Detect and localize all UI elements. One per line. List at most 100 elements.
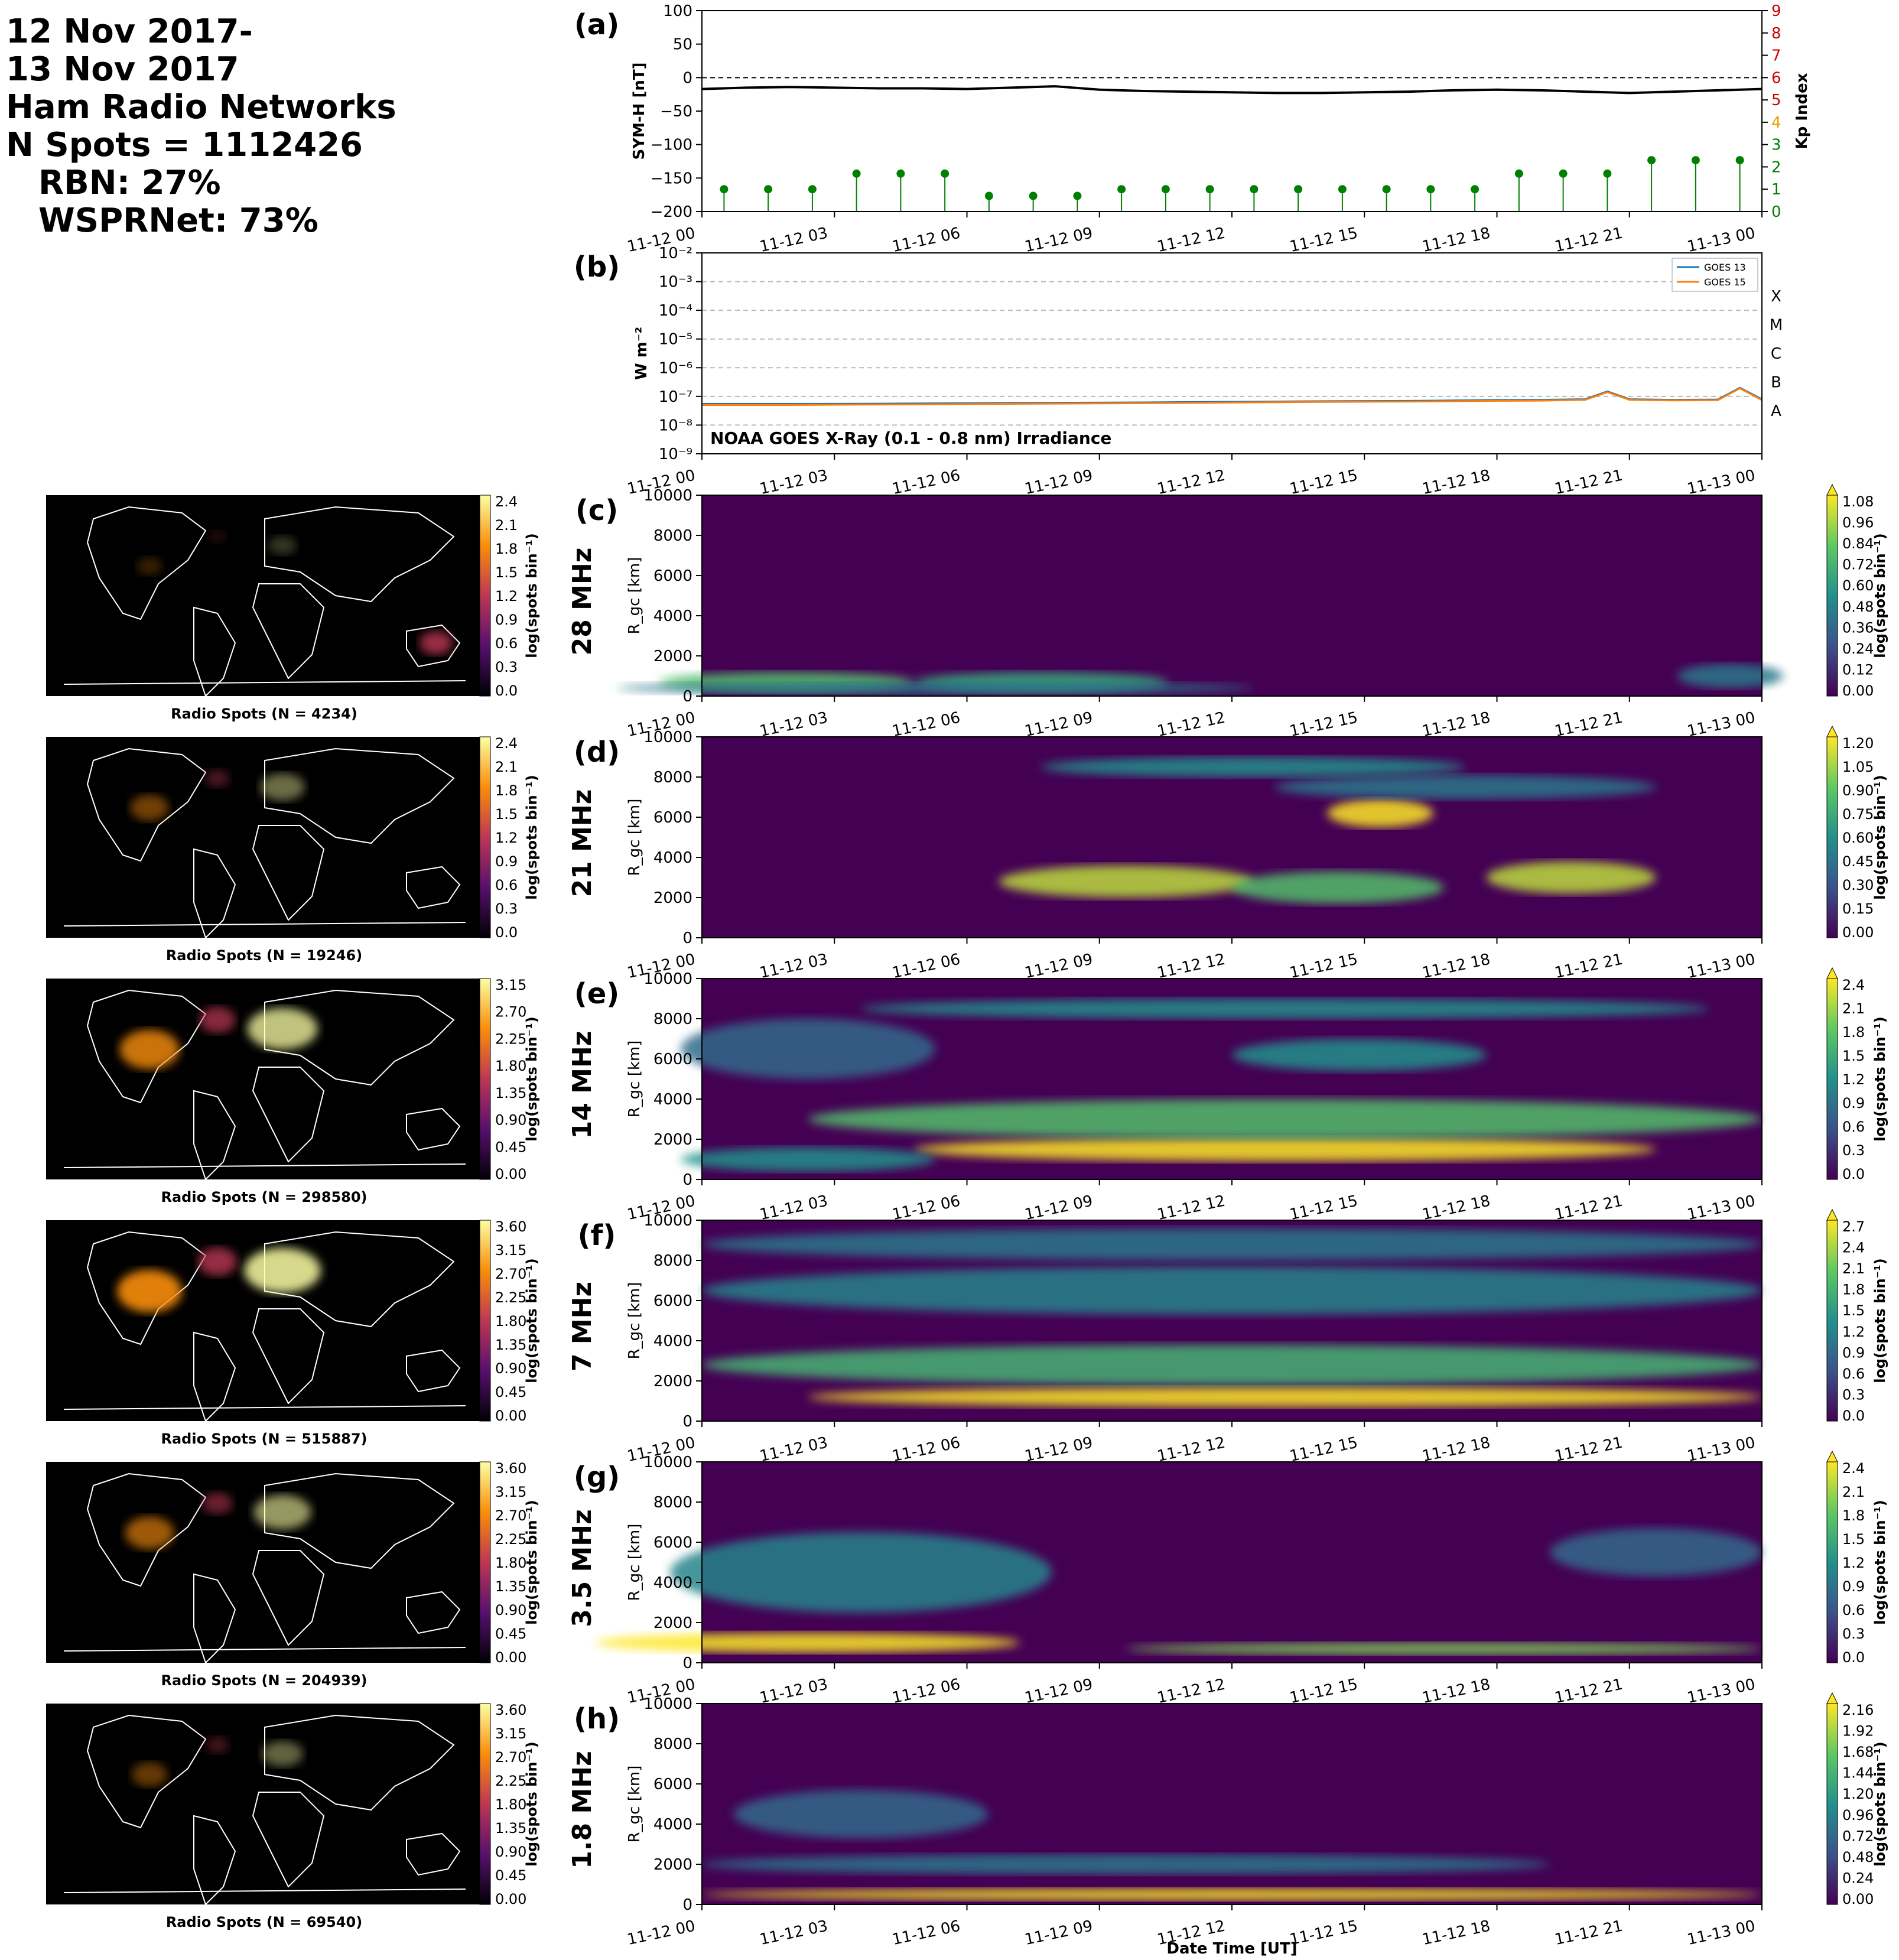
coastline [252,825,325,921]
x-tick-label: 11-12 15 [1288,225,1360,256]
y2-tick-label: 9 [1771,2,1781,20]
band-label: 3.5 MHz [567,1509,597,1627]
y2-tick-label: 1 [1771,181,1781,199]
x-tick-label: 11-12 06 [890,709,962,741]
colorbar-tick: 0.3 [1842,1386,1865,1403]
y-tick-label: 8000 [653,1252,692,1270]
kp-marker [1029,191,1038,200]
heatmap-blob [1677,664,1783,688]
map-colorbar [479,1461,491,1663]
y-axis-label: R_gc [km] [626,557,643,635]
heatmap-blob [1327,799,1433,827]
band-label: 28 MHz [567,548,597,656]
map-caption: Radio Spots (N = 19246) [166,947,362,964]
y-tick-label: −150 [651,170,692,187]
x-tick-label: 11-12 00 [626,1917,697,1949]
y-axis-label: R_gc [km] [626,1766,643,1843]
map-colorbar-tick: 2.70 [495,1004,526,1020]
map-colorbar-tick: 0.90 [495,1844,526,1860]
y-tick-label: 4000 [653,607,692,625]
map-colorbar-label: log(spots bin⁻¹) [523,1258,540,1383]
colorbar-tick: 0.0 [1842,1649,1865,1666]
coastline [406,1107,461,1151]
colorbar [1826,1220,1838,1422]
y-tick-label: 6000 [653,1534,692,1552]
colorbar-tick: 0.36 [1842,619,1874,636]
x-tick-label: 11-12 21 [1553,1676,1625,1708]
colorbar-label: log(spots bin⁻¹) [1872,533,1888,658]
spot-cluster [260,773,305,801]
map-colorbar-tick: 0.3 [495,901,518,917]
colorbar-tick: 0.6 [1842,1119,1865,1135]
title-line: Ham Radio Networks [6,88,396,126]
kp-marker [1161,185,1170,194]
x-tick-label: 11-12 03 [758,225,830,256]
spot-cluster [244,1248,321,1293]
heatmap-blob [1126,1643,1762,1655]
x-tick-label: 11-12 21 [1553,467,1625,499]
panel-label: (h) [574,1702,620,1735]
coastline [264,1473,455,1569]
colorbar-tick: 1.2 [1842,1324,1865,1340]
map-colorbar [479,495,491,697]
map-colorbar-tick: 3.15 [495,1725,526,1742]
y-axis-label: R_gc [km] [626,1282,643,1360]
y2-tick-label: 0 [1771,203,1781,221]
colorbar-tick: 0.15 [1842,901,1874,917]
map-colorbar-tick: 3.60 [495,1218,526,1235]
y2-tick-label: 5 [1771,92,1781,109]
map-colorbar-tick: 2.70 [495,1507,526,1524]
title-line: N Spots = 1112426 [6,126,363,164]
map-colorbar-tick: 3.60 [495,1460,526,1477]
kp-marker [808,185,817,194]
y-tick-label: −100 [651,136,692,154]
colorbar-tick: 1.8 [1842,1024,1865,1041]
colorbar-tick: 2.4 [1842,1240,1865,1256]
coastline [252,1550,325,1646]
colorbar-tick: 2.1 [1842,1260,1865,1277]
heatmap-blob [913,1137,1656,1162]
flare-class-label: M [1770,316,1783,334]
y-tick-label: 10⁻⁹ [659,446,692,463]
map-caption: Radio Spots (N = 515887) [161,1431,367,1447]
spot-cluster [130,795,169,821]
map-colorbar-tick: 1.8 [495,541,518,557]
coastline [63,1889,466,1893]
y-tick-label: 10⁻³ [659,274,692,291]
map-colorbar-tick: 1.80 [495,1058,526,1074]
map-colorbar-tick: 0.0 [495,924,518,941]
map-colorbar-tick: 0.00 [495,1649,526,1666]
spot-cluster [125,1516,174,1549]
band-label: 21 MHz [567,789,597,898]
colorbar [1826,1461,1838,1663]
x-tick-label: 11-13 00 [1686,225,1757,256]
title-line: 12 Nov 2017- [6,12,253,51]
y-tick-label: 50 [673,36,692,54]
colorbar-tick: 0.9 [1842,1095,1865,1111]
heatmap-blob [702,1266,1762,1315]
y2-tick-label: 4 [1771,114,1781,132]
colorbar-tick: 0.45 [1842,853,1874,870]
colorbar-tick: 1.5 [1842,1048,1865,1064]
map-colorbar-tick: 3.15 [495,1484,526,1500]
coastline [63,1163,466,1168]
kp-marker [1073,191,1082,200]
legend-label: GOES 13 [1704,262,1746,273]
coastline [63,1405,466,1410]
colorbar-tick: 0.72 [1842,1828,1874,1844]
y-axis-label: W m⁻² [633,327,651,380]
map-colorbar-tick: 2.4 [495,735,518,752]
map-colorbar-tick: 2.4 [495,493,518,510]
x-tick-label: 11-12 06 [890,1676,962,1708]
x-tick-label: 11-12 18 [1420,951,1492,983]
colorbar-tick: 0.6 [1842,1366,1865,1382]
map-colorbar-tick: 3.15 [495,1242,526,1259]
x-tick-label: 11-12 18 [1420,225,1492,256]
kp-marker [1338,185,1347,194]
coastline [264,1714,455,1811]
map-colorbar-tick: 0.3 [495,659,518,675]
heatmap-blob [1550,1528,1763,1577]
colorbar-label: log(spots bin⁻¹) [1872,1500,1888,1625]
spot-cluster [117,1270,182,1312]
x-tick-label: 11-12 03 [758,1676,830,1708]
